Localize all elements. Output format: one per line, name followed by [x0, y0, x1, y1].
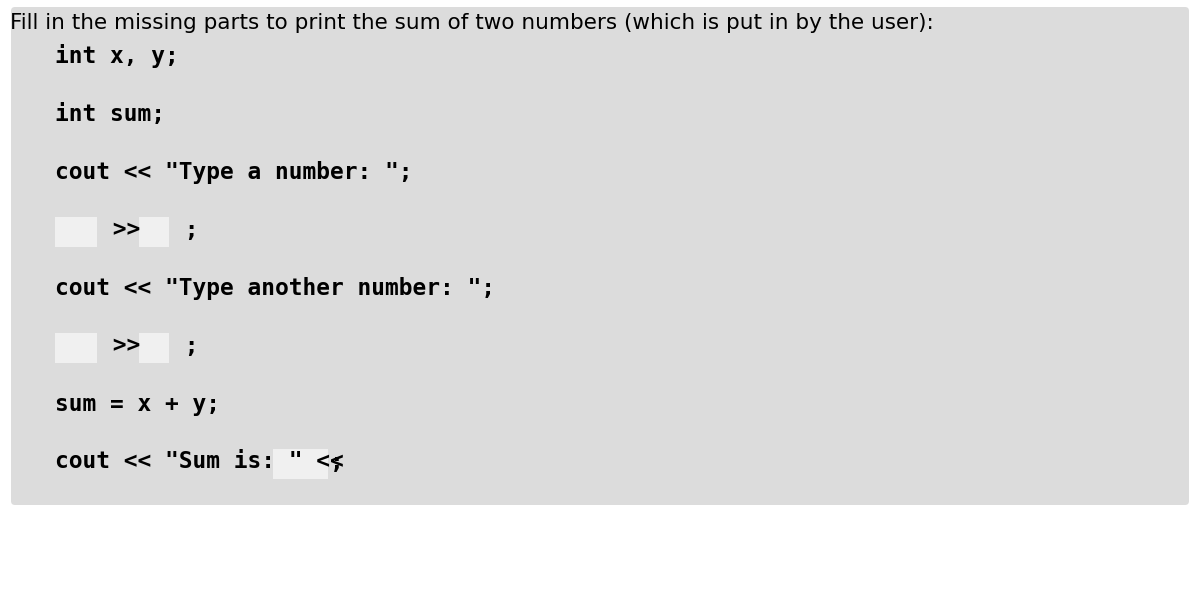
Text: >>: >> [98, 219, 154, 241]
Bar [55, 216, 97, 247]
Text: sum = x + y;: sum = x + y; [55, 393, 220, 415]
Text: ;: ; [170, 334, 198, 358]
Bar [55, 333, 97, 362]
Text: cout << "Sum is: " <<: cout << "Sum is: " << [55, 451, 358, 473]
Text: ;: ; [330, 451, 343, 473]
Bar [139, 216, 168, 247]
Text: >>: >> [98, 334, 154, 358]
FancyBboxPatch shape [11, 7, 1189, 505]
Text: int x, y;: int x, y; [55, 44, 179, 68]
Bar [139, 333, 168, 362]
Text: cout << "Type another number: ";: cout << "Type another number: "; [55, 277, 496, 300]
Text: ;: ; [170, 219, 198, 241]
Bar [272, 449, 328, 479]
Text: int sum;: int sum; [55, 103, 166, 126]
Text: cout << "Type a number: ";: cout << "Type a number: "; [55, 160, 413, 184]
Text: Fill in the missing parts to print the sum of two numbers (which is put in by th: Fill in the missing parts to print the s… [10, 13, 934, 33]
